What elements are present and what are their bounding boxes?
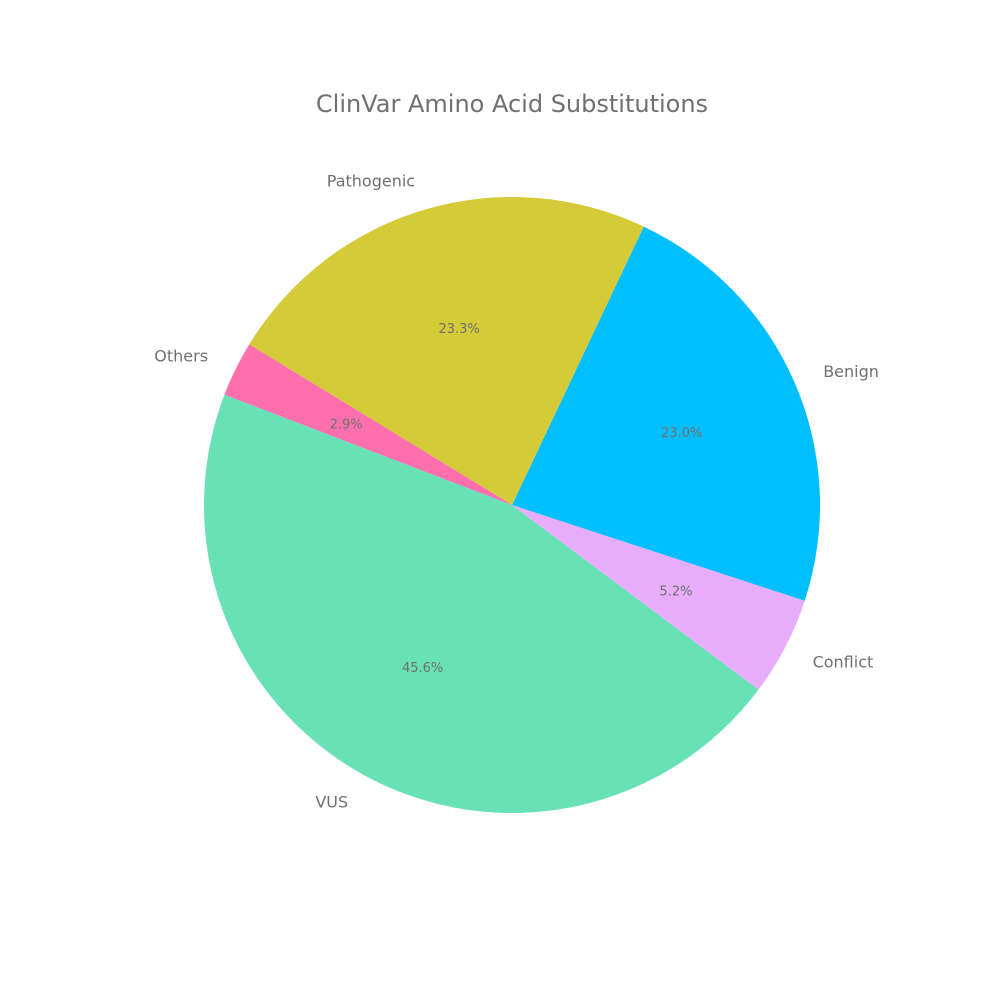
pie-slice-vus <box>204 394 759 813</box>
pct-label-benign: 23.0% <box>661 426 702 441</box>
pie-slice-pathogenic <box>249 197 644 505</box>
slice-label-vus: VUS <box>315 793 348 812</box>
pie-slice-others <box>224 344 513 505</box>
slice-label-conflict: Conflict <box>813 652 874 671</box>
chart-title: ClinVar Amino Acid Substitutions <box>316 90 708 118</box>
pct-label-others: 2.9% <box>330 417 363 432</box>
slice-label-benign: Benign <box>823 362 879 381</box>
slice-label-others: Others <box>154 346 208 365</box>
pct-label-conflict: 5.2% <box>659 584 692 599</box>
pct-label-pathogenic: 23.3% <box>438 322 479 337</box>
labels-group: VUS 45.6% Conflict 5.2% Benign 23.0% Pathogeni… <box>154 171 879 811</box>
pie-slice-conflict <box>512 505 805 690</box>
pie-slice-benign <box>512 226 820 601</box>
pct-label-vus: 45.6% <box>402 661 443 676</box>
slice-label-pathogenic: Pathogenic <box>327 171 415 190</box>
slices-group <box>204 197 820 813</box>
